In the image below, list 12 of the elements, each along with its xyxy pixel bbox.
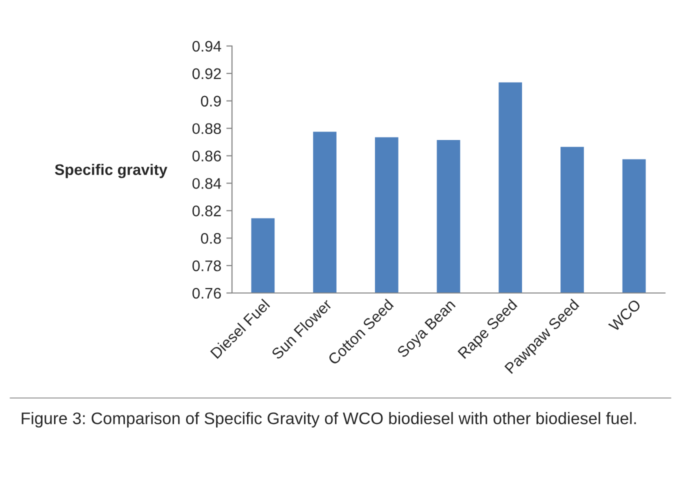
y-tick-label: 0.88 [192,123,221,134]
y-tick-label: 0.94 [192,40,222,52]
y-tick-label: 0.84 [192,178,222,189]
caption: Figure 3: Comparison of Specific Gravity of WCO biodiesel with other biodiesel fuel. [22,412,636,428]
y-tick-label: 0.92 [192,68,221,80]
y-tick-label: 0.9 [200,96,221,107]
y-tick-label: 0.78 [192,260,221,272]
y-tick-label: 0.8 [200,232,221,244]
y-axis-title: Specific gravity [54,164,168,178]
y-tick-label: 0.82 [192,206,221,216]
y-tick-label: 0.86 [192,150,221,162]
y-tick-label: 0.76 [192,288,221,299]
